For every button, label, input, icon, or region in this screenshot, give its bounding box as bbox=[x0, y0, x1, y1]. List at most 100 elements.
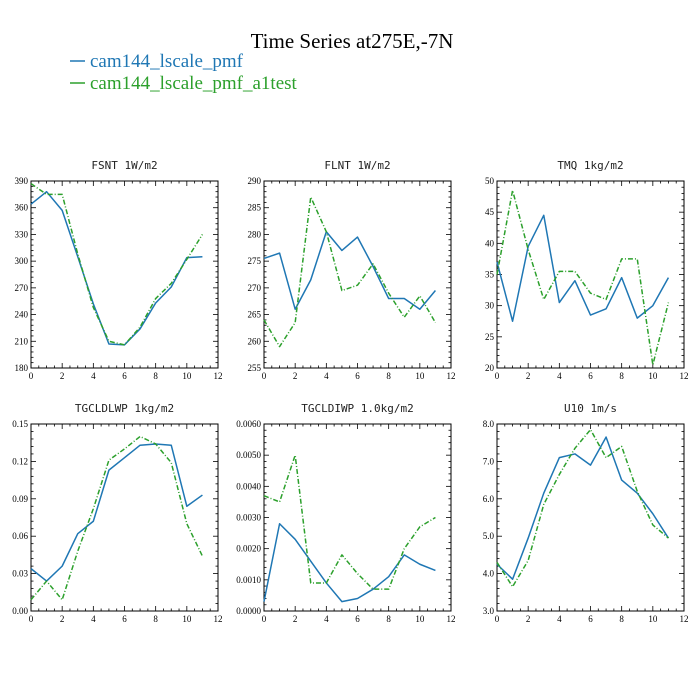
y-tick-label: 255 bbox=[248, 363, 262, 373]
y-tick-label: 290 bbox=[248, 176, 262, 186]
x-tick-label: 10 bbox=[182, 371, 192, 381]
y-tick-label: 25 bbox=[485, 332, 495, 342]
plot-frame bbox=[30, 180, 219, 369]
panel-title: TMQ 1kg/m2 bbox=[557, 159, 623, 172]
x-tick-label: 2 bbox=[526, 371, 531, 381]
x-tick-label: 0 bbox=[495, 614, 500, 624]
x-tick-label: 4 bbox=[324, 371, 329, 381]
y-tick-label: 270 bbox=[15, 283, 29, 293]
y-tick-label: 210 bbox=[15, 336, 29, 346]
plot-frame bbox=[496, 180, 685, 369]
x-tick-label: 0 bbox=[262, 614, 267, 624]
x-tick-label: 10 bbox=[415, 614, 425, 624]
y-tick-label: 0.00 bbox=[12, 606, 28, 616]
legend: cam144_lscale_pmf cam144_lscale_pmf_a1te… bbox=[70, 51, 298, 94]
x-tick-label: 4 bbox=[557, 614, 562, 624]
series-line-1 bbox=[263, 231, 436, 310]
y-tick-label: 0.0040 bbox=[236, 481, 261, 491]
y-tick-label: 4.0 bbox=[483, 569, 495, 579]
chart-panel-5: TGCLDIWP 1.0kg/m2 0 2 4 6 8 10 12 0.0000 0.0010 0.… bbox=[236, 402, 455, 624]
y-tick-label: 330 bbox=[15, 229, 29, 239]
x-tick-label: 8 bbox=[619, 614, 624, 624]
figure-title: Time Series at275E,-7N bbox=[251, 29, 454, 53]
x-tick-label: 6 bbox=[588, 371, 593, 381]
plot-frame bbox=[263, 423, 452, 612]
y-tick-label: 390 bbox=[15, 176, 29, 186]
y-tick-label: 0.09 bbox=[12, 494, 28, 504]
legend-label-1: cam144_lscale_pmf bbox=[90, 51, 244, 72]
y-tick-label: 8.0 bbox=[483, 419, 495, 429]
y-tick-label: 275 bbox=[248, 256, 262, 266]
series-line-1 bbox=[496, 214, 670, 322]
y-tick-label: 45 bbox=[485, 207, 495, 217]
y-tick-label: 0.0000 bbox=[236, 606, 261, 616]
x-tick-label: 8 bbox=[619, 371, 624, 381]
panel-title: FLNT 1W/m2 bbox=[324, 159, 390, 172]
x-tick-label: 12 bbox=[447, 371, 456, 381]
plot-frame bbox=[30, 423, 219, 612]
series-line-2 bbox=[30, 435, 204, 601]
y-tick-label: 40 bbox=[485, 238, 495, 248]
series-line-1 bbox=[30, 190, 203, 346]
y-tick-label: 0.03 bbox=[12, 569, 28, 579]
x-tick-label: 0 bbox=[262, 371, 267, 381]
series-line-2 bbox=[496, 189, 670, 366]
x-tick-label: 6 bbox=[355, 614, 360, 624]
series-line-2 bbox=[263, 196, 437, 348]
y-tick-label: 285 bbox=[248, 203, 262, 213]
chart-panel-4: TGCLDLWP 1kg/m2 0 2 4 6 8 10 12 0.00 0.03 0.06 0.09… bbox=[12, 402, 222, 624]
x-tick-label: 8 bbox=[153, 371, 158, 381]
chart-panel-1: FSNT 1W/m2 0 2 4 6 8 10 12 180 210 240 270 300 330 360… bbox=[15, 159, 223, 381]
y-tick-label: 0.0060 bbox=[236, 419, 261, 429]
panel-title: TGCLDLWP 1kg/m2 bbox=[75, 402, 174, 415]
x-tick-label: 6 bbox=[355, 371, 360, 381]
y-tick-label: 260 bbox=[248, 336, 262, 346]
y-tick-label: 0.0030 bbox=[236, 513, 261, 523]
chart-panels: FSNT 1W/m20 2 4 6 8 10 12180210240270300330360… bbox=[12, 159, 688, 624]
chart-panel-3: TMQ 1kg/m2 0 2 4 6 8 10 12 20 25 30 35 40 45 50 bbox=[485, 159, 689, 381]
y-tick-label: 50 bbox=[485, 176, 495, 186]
y-tick-label: 360 bbox=[15, 203, 29, 213]
x-tick-label: 6 bbox=[588, 614, 593, 624]
x-tick-label: 12 bbox=[214, 614, 223, 624]
x-tick-label: 4 bbox=[324, 614, 329, 624]
x-tick-label: 4 bbox=[91, 614, 96, 624]
x-tick-label: 8 bbox=[386, 371, 391, 381]
x-tick-label: 12 bbox=[214, 371, 223, 381]
y-tick-label: 6.0 bbox=[483, 494, 495, 504]
y-tick-label: 0.06 bbox=[12, 531, 28, 541]
y-tick-label: 265 bbox=[248, 310, 262, 320]
x-tick-label: 4 bbox=[91, 371, 96, 381]
y-tick-label: 240 bbox=[15, 310, 29, 320]
chart-panel-2: FLNT 1W/m2 0 2 4 6 8 10 12 255 260 265 270 275 280 285… bbox=[248, 159, 456, 381]
legend-label-2: cam144_lscale_pmf_a1test bbox=[90, 73, 298, 94]
y-tick-label: 20 bbox=[485, 363, 495, 373]
x-tick-label: 12 bbox=[447, 614, 456, 624]
y-tick-label: 270 bbox=[248, 283, 262, 293]
series-line-1 bbox=[263, 522, 436, 603]
y-tick-label: 30 bbox=[485, 301, 495, 311]
x-tick-label: 10 bbox=[415, 371, 425, 381]
x-tick-label: 12 bbox=[680, 371, 689, 381]
plot-frame bbox=[263, 180, 452, 369]
y-tick-label: 280 bbox=[248, 229, 262, 239]
y-tick-label: 180 bbox=[15, 363, 29, 373]
y-tick-label: 0.0020 bbox=[236, 544, 261, 554]
x-tick-label: 0 bbox=[29, 371, 34, 381]
x-tick-label: 6 bbox=[122, 614, 127, 624]
x-tick-label: 10 bbox=[182, 614, 192, 624]
x-tick-label: 2 bbox=[526, 614, 531, 624]
y-tick-label: 3.0 bbox=[483, 606, 495, 616]
chart-panel-6: U10 1m/s 0 2 4 6 8 10 12 3.0 4.0 5.0 6.0 7.0 8.0 bbox=[483, 402, 689, 624]
y-tick-label: 35 bbox=[485, 270, 495, 280]
series-line-1 bbox=[496, 436, 670, 580]
panel-title: U10 1m/s bbox=[564, 402, 617, 415]
x-tick-label: 8 bbox=[386, 614, 391, 624]
x-tick-label: 0 bbox=[495, 371, 500, 381]
series-line-1 bbox=[30, 443, 203, 582]
x-tick-label: 6 bbox=[122, 371, 127, 381]
x-tick-label: 10 bbox=[648, 371, 658, 381]
y-tick-label: 0.0050 bbox=[236, 450, 261, 460]
y-tick-label: 0.15 bbox=[12, 419, 28, 429]
